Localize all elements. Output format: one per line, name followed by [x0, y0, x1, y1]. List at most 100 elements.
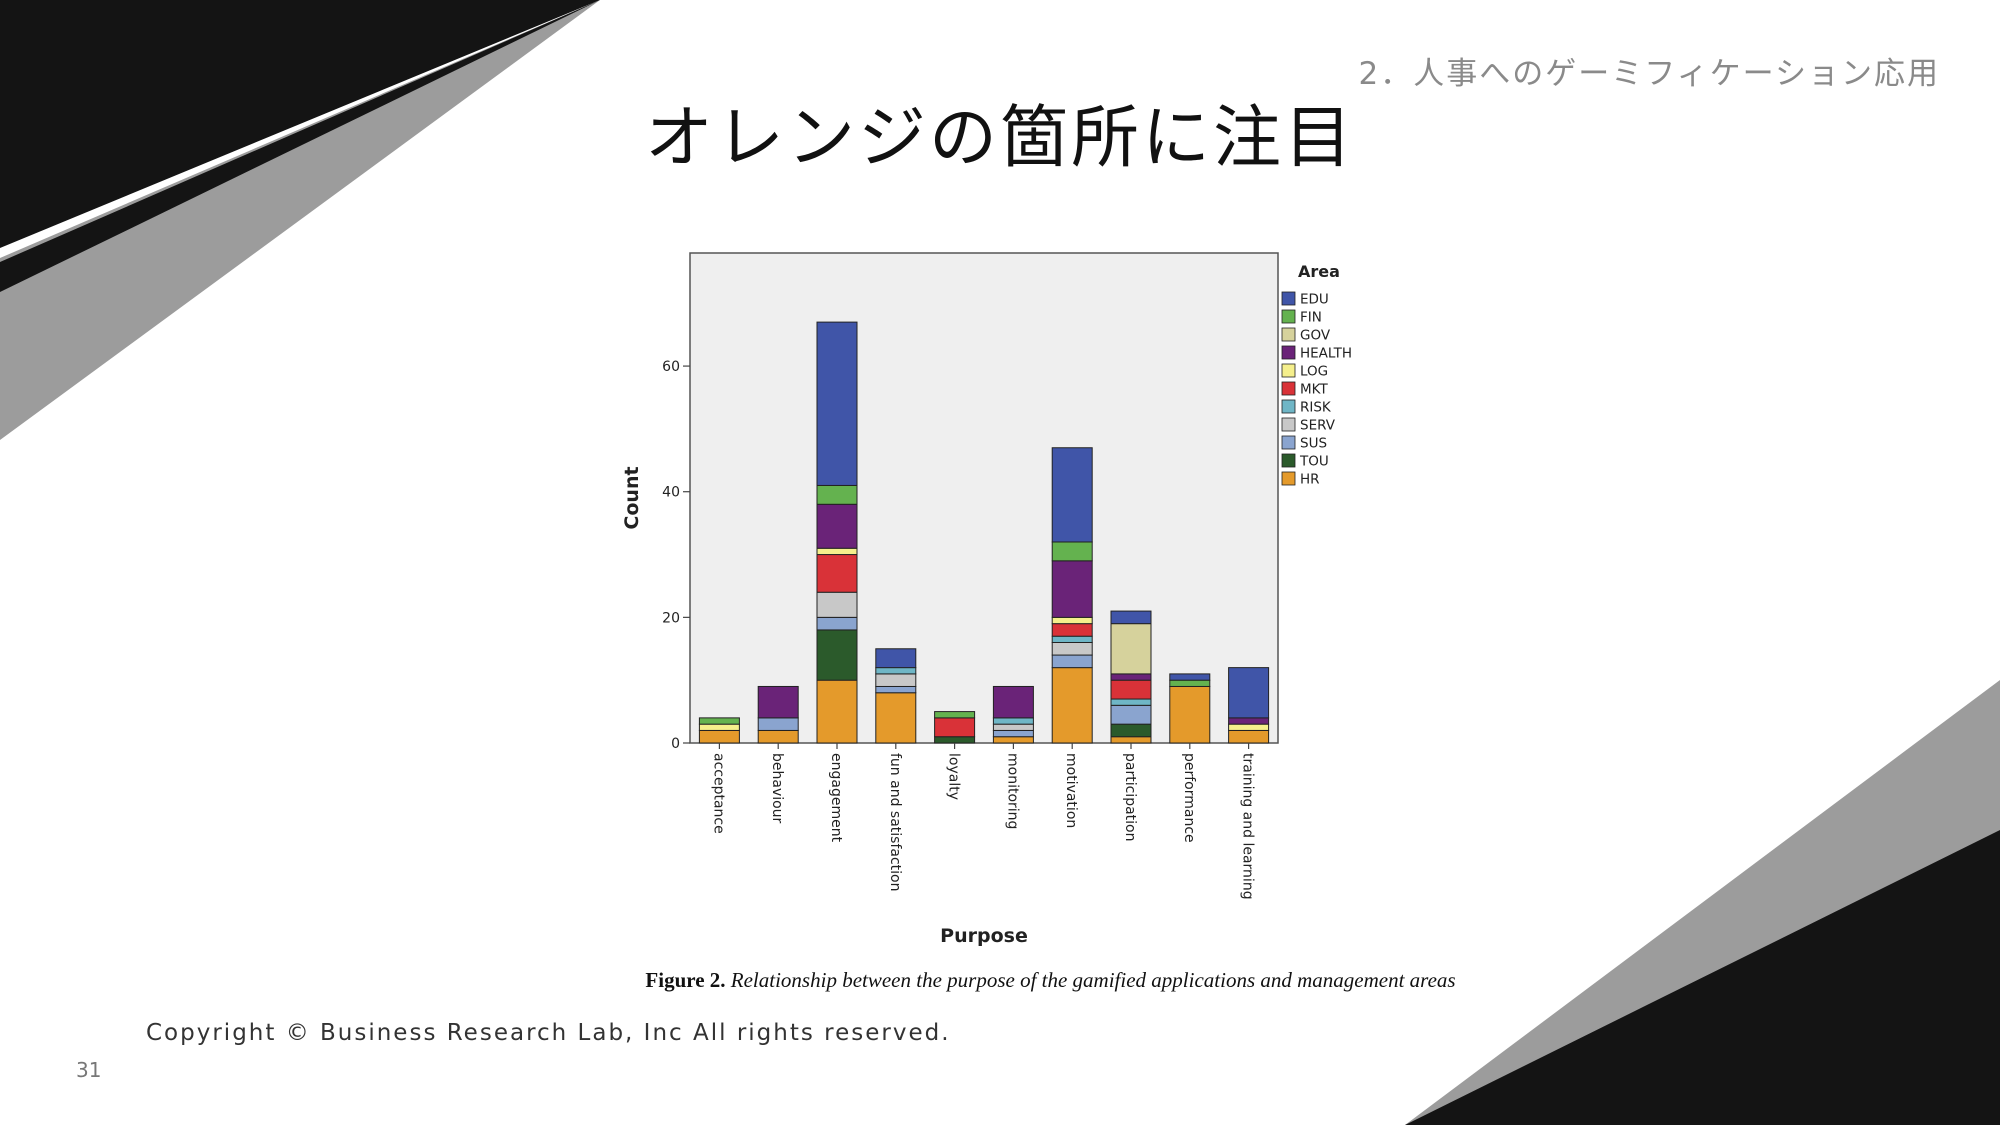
bar-segment-health — [1051, 560, 1093, 618]
bar-segment-serv — [992, 723, 1034, 731]
legend-swatch-gov — [1281, 327, 1296, 342]
x-tick-label: monitoring — [1004, 753, 1020, 829]
x-tick-label: loyalty — [946, 753, 962, 800]
legend-swatch-fin — [1281, 309, 1296, 324]
legend-label-serv: SERV — [1300, 418, 1336, 434]
y-tick-label: 20 — [662, 610, 680, 626]
top-left-gray-shard — [0, 0, 600, 440]
copyright-notice: Copyright © Business Research Lab, Inc A… — [146, 1020, 951, 1046]
x-tick-label: motivation — [1063, 753, 1079, 828]
bar-segment-hr — [1110, 736, 1152, 744]
bar-segment-hr — [1228, 729, 1270, 744]
bar-segment-risk — [1051, 635, 1093, 643]
bar-segment-risk — [992, 717, 1034, 725]
legend-label-risk: RISK — [1300, 400, 1332, 416]
bar-segment-fin — [934, 711, 976, 719]
bar-segment-edu — [1228, 667, 1270, 719]
bar-segment-serv — [1051, 641, 1093, 656]
section-label: 2．人事へのゲーミフィケーション応用 — [1358, 56, 1940, 92]
bar-segment-mkt — [1051, 623, 1093, 637]
bar-segment-edu — [1051, 447, 1093, 543]
legend-swatch-edu — [1281, 291, 1296, 306]
top-left-dark-sliver — [0, 0, 600, 292]
legend-swatch-tou — [1281, 453, 1296, 468]
page-number: 31 — [76, 1058, 102, 1082]
bar-segment-gov — [1110, 623, 1152, 675]
x-tick-label: acceptance — [710, 753, 726, 834]
slide-title: オレンジの箇所に注目 — [644, 99, 1355, 178]
bar-segment-fin — [698, 717, 740, 725]
bar-segment-fin — [1051, 541, 1093, 562]
legend-label-mkt: MKT — [1300, 382, 1328, 398]
x-tick-label: training and learning — [1240, 753, 1256, 900]
bar-segment-edu — [1110, 610, 1152, 625]
legend-label-fin: FIN — [1300, 310, 1322, 326]
bar-segment-sus — [1051, 654, 1093, 669]
bar-segment-hr — [698, 729, 740, 744]
bar-segment-sus — [992, 729, 1034, 738]
x-axis-label: Purpose — [940, 925, 1028, 947]
bar-segment-edu — [816, 321, 858, 486]
bar-segment-edu — [1169, 673, 1211, 681]
bar-segment-edu — [875, 648, 917, 669]
legend-label-tou: TOU — [1299, 454, 1329, 470]
y-axis-label: Count — [621, 466, 643, 529]
bar-segment-tou — [934, 736, 976, 744]
bar-segment-mkt — [934, 717, 976, 738]
legend-swatch-log — [1281, 363, 1296, 378]
bar-segment-fin — [816, 484, 858, 505]
bar-segment-mkt — [1110, 679, 1152, 700]
bar-segment-log — [816, 547, 858, 556]
bar-segment-sus — [1110, 704, 1152, 725]
x-tick-label: fun and satisfaction — [887, 753, 903, 891]
legend-swatch-sus — [1281, 435, 1296, 450]
legend-label-log: LOG — [1300, 364, 1328, 380]
bar-segment-fin — [1169, 679, 1211, 687]
legend-label-hr: HR — [1300, 472, 1320, 488]
figure-caption-text: Relationship between the purpose of the … — [730, 968, 1456, 992]
y-tick-label: 40 — [662, 485, 680, 501]
bar-segment-hr — [1051, 667, 1093, 744]
bar-segment-health — [816, 503, 858, 549]
bar-segment-mkt — [816, 554, 858, 593]
bar-segment-hr — [992, 736, 1034, 744]
bar-segment-sus — [757, 717, 799, 731]
bar-segment-risk — [1110, 698, 1152, 706]
legend-label-sus: SUS — [1300, 436, 1327, 452]
bar-segment-serv — [875, 673, 917, 687]
legend-swatch-risk — [1281, 399, 1296, 414]
bar-segment-health — [1228, 717, 1270, 725]
y-tick-label: 0 — [671, 736, 680, 752]
stacked-bar-chart: 0 20 40 60 acceptance behaviour engagement fun … — [621, 252, 1352, 947]
legend-label-edu: EDU — [1300, 292, 1329, 308]
bar-segment-log — [698, 723, 740, 731]
legend-swatch-hr — [1281, 471, 1296, 486]
bottom-right-dark-shard — [1405, 830, 2000, 1125]
legend-label-health: HEALTH — [1300, 346, 1352, 362]
x-tick-label: behaviour — [769, 753, 785, 824]
bar-segment-tou — [1110, 723, 1152, 738]
bar-segment-sus — [875, 685, 917, 694]
bar-segment-health — [992, 685, 1034, 719]
bar-segment-risk — [875, 667, 917, 675]
legend-swatch-health — [1281, 345, 1296, 360]
figure: 0 20 40 60 acceptance behaviour engagement fun … — [598, 245, 1503, 1015]
bar-segment-health — [1110, 673, 1152, 681]
bar-segment-log — [1228, 723, 1270, 731]
legend-swatch-mkt — [1281, 381, 1296, 396]
legend-swatch-serv — [1281, 417, 1296, 432]
bar-segment-health — [757, 685, 799, 719]
bar-segment-hr — [816, 679, 858, 744]
x-tick-label: engagement — [828, 753, 844, 843]
bar-segment-sus — [816, 616, 858, 631]
y-tick-label: 60 — [662, 359, 680, 375]
plot-area — [689, 252, 1279, 744]
x-tick-label: performance — [1181, 753, 1197, 843]
bar-segment-hr — [1169, 685, 1211, 744]
figure-caption-label: Figure 2. — [645, 968, 726, 992]
bar-segment-hr — [757, 729, 799, 744]
top-left-dark-shard — [0, 0, 600, 248]
bar-segment-serv — [816, 591, 858, 618]
x-tick-label: participation — [1122, 753, 1138, 841]
